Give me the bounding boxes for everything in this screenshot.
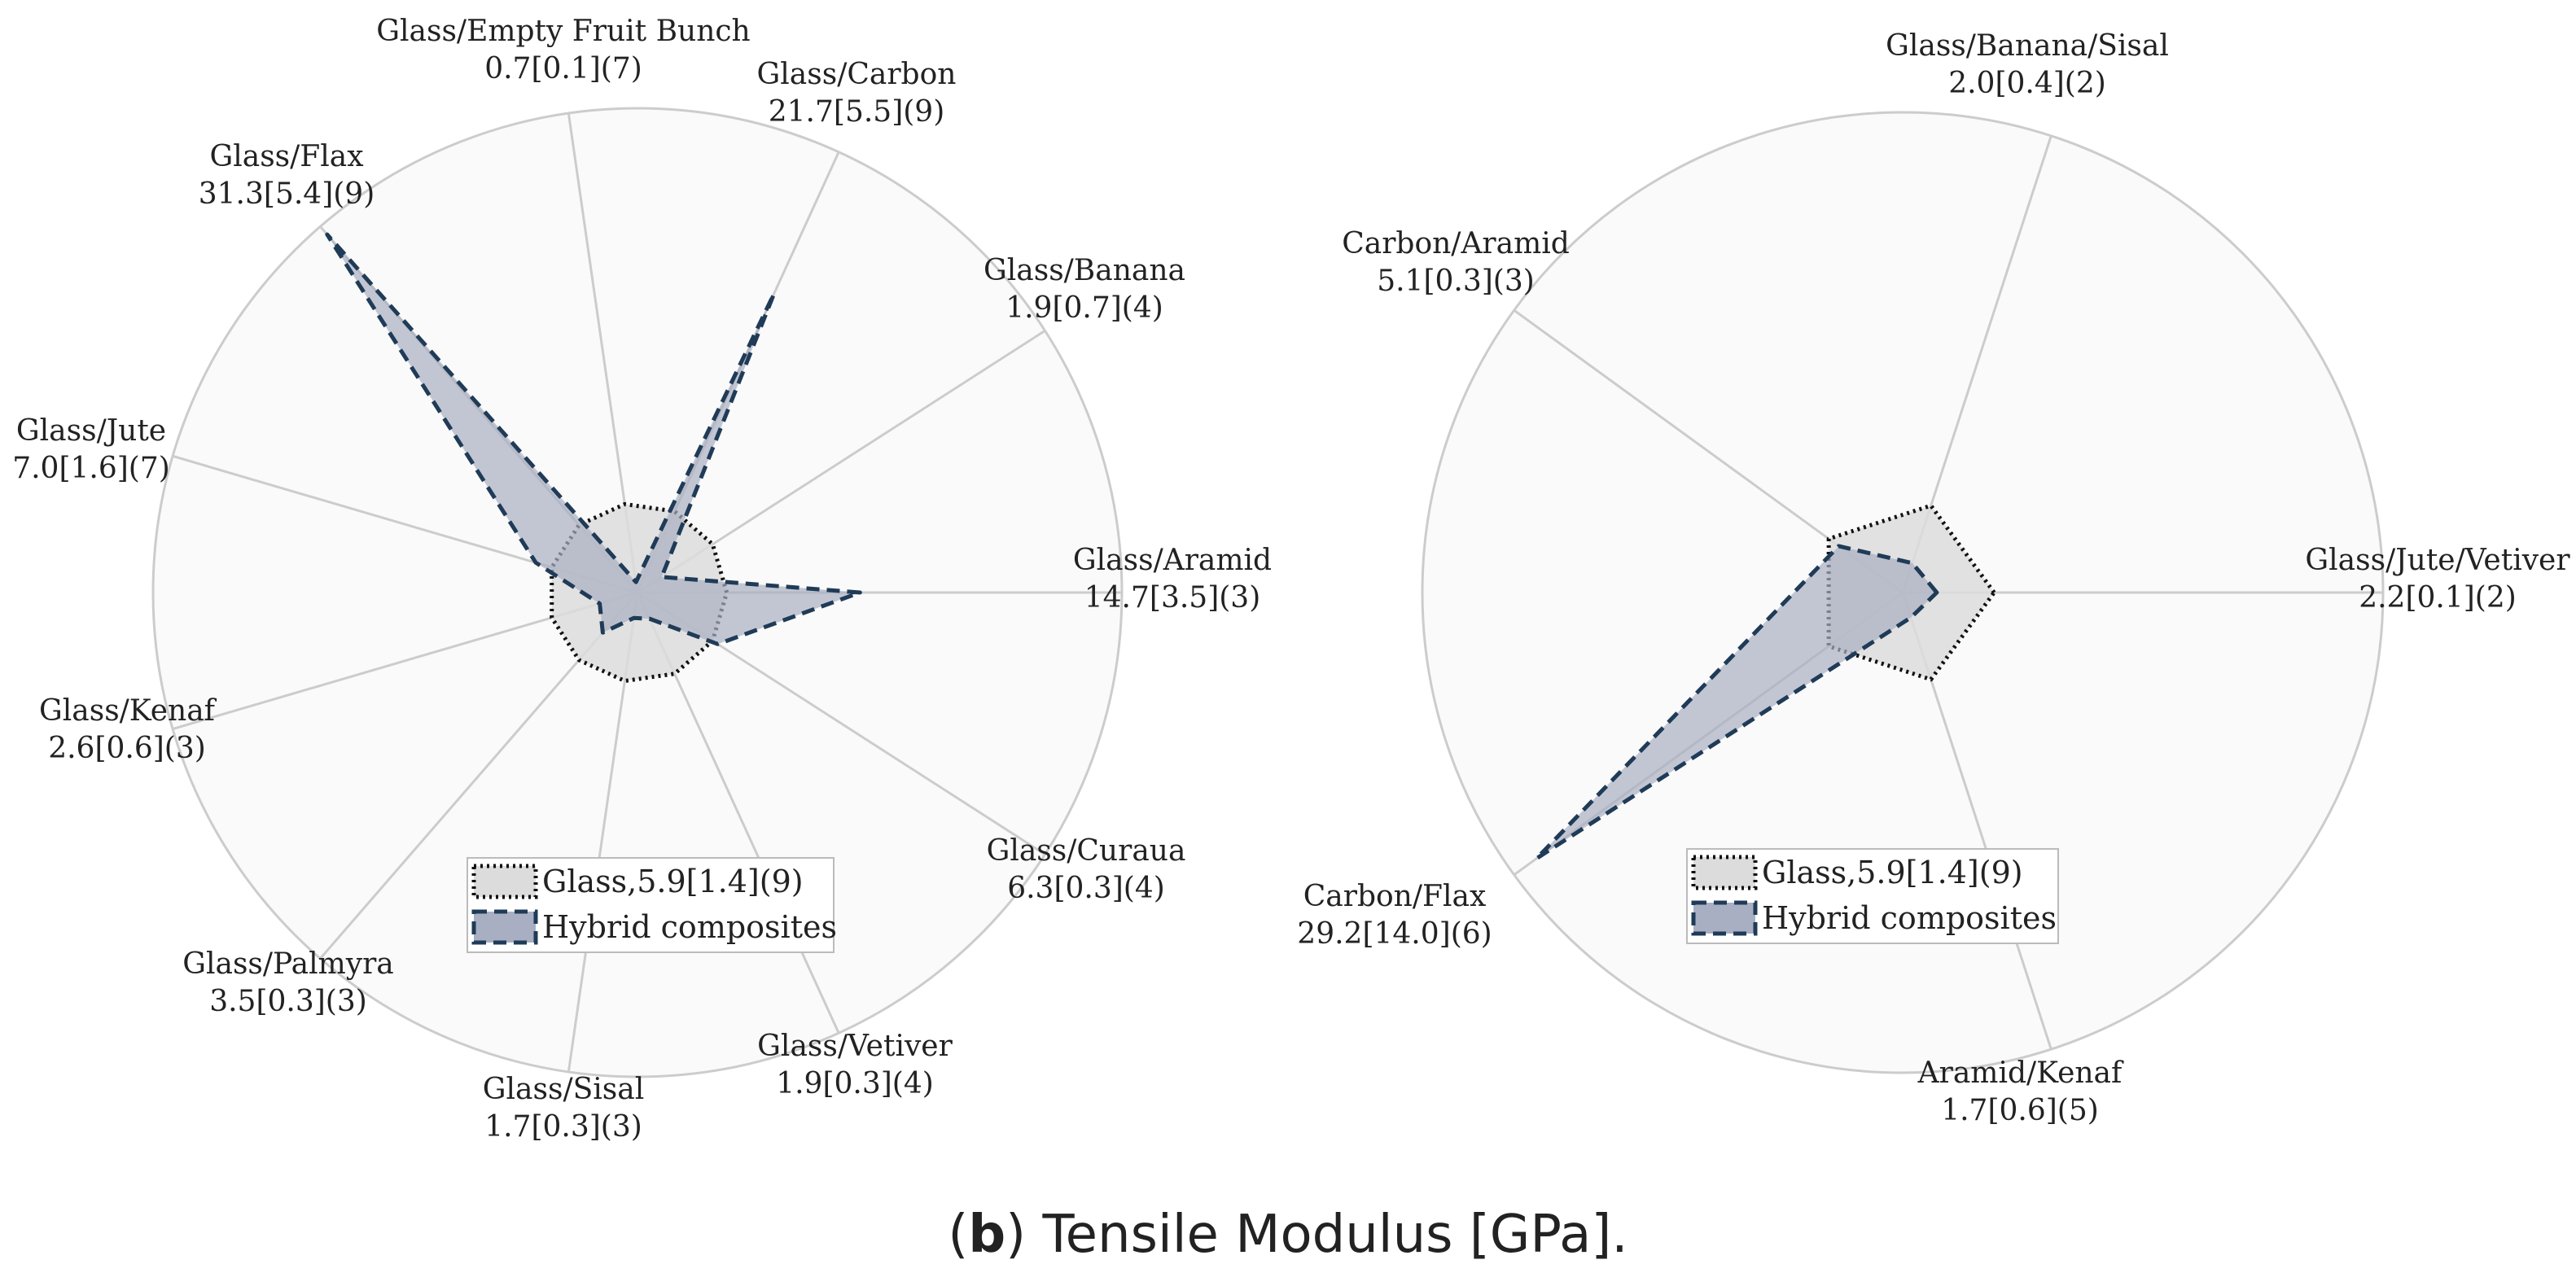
axis-label-stats: 1.9[0.3](4) bbox=[776, 1067, 934, 1100]
axis-label-stats: 3.5[0.3](3) bbox=[209, 985, 367, 1018]
axis-label: Glass/Carbon 21.7[5.5](9) bbox=[757, 58, 957, 129]
axis-label-stats: 21.7[5.5](9) bbox=[769, 95, 945, 129]
axis-label: Glass/Curaua 6.3[0.3](4) bbox=[987, 834, 1186, 905]
axis-label: Glass/Palmyra 3.5[0.3](3) bbox=[182, 947, 394, 1018]
axis-label-name: Glass/Aramid bbox=[1073, 544, 1272, 577]
legend-swatch-hybrid bbox=[471, 909, 538, 945]
legend-label-glass: Glass,5.9[1.4](9) bbox=[1762, 855, 2023, 890]
axis-label-stats: 1.7[0.6](5) bbox=[1941, 1094, 2099, 1127]
axis-label-name: Glass/Kenaf bbox=[39, 694, 217, 728]
series-hybrid-polygon bbox=[1534, 544, 1939, 861]
axis-label-stats: 5.1[0.3](3) bbox=[1377, 265, 1535, 298]
axis-label-stats: 31.3[5.4](9) bbox=[199, 177, 375, 211]
axis-label-name: Carbon/Flax bbox=[1303, 880, 1487, 913]
radar-chart-right: Glass/Jute/Vetiver 2.2[0.1](2) Glass/Banan… bbox=[1297, 29, 2570, 1127]
axis-label-name: Glass/Banana bbox=[984, 254, 1185, 287]
legend-swatch-glass bbox=[1691, 855, 1758, 890]
legend-label-hybrid: Hybrid composites bbox=[1762, 900, 2057, 936]
axis-label-name: Glass/Banana/Sisal bbox=[1886, 29, 2169, 63]
axis-label-stats: 1.7[0.3](3) bbox=[484, 1110, 642, 1144]
axis-label: Carbon/Aramid 5.1[0.3](3) bbox=[1342, 227, 1570, 298]
axis-label-name: Carbon/Aramid bbox=[1342, 227, 1570, 260]
axis-label: Glass/Aramid 14.7[3.5](3) bbox=[1073, 544, 1272, 615]
figure-caption: (b) Tensile Modulus [GPa]. bbox=[948, 1205, 1628, 1265]
axis-label: Glass/Banana 1.9[0.7](4) bbox=[984, 254, 1185, 325]
axis-label: Glass/Banana/Sisal 2.0[0.4](2) bbox=[1886, 29, 2169, 100]
axis-label-name: Glass/Palmyra bbox=[182, 947, 394, 981]
legend: Glass,5.9[1.4](9) Hybrid composites bbox=[1686, 848, 2059, 944]
axis-label-name: Glass/Flax bbox=[209, 140, 363, 173]
axis-label-stats: 0.7[0.1](7) bbox=[484, 52, 642, 85]
axis-label-stats: 7.0[1.6](7) bbox=[12, 452, 170, 485]
axis-label-name: Glass/Carbon bbox=[757, 58, 957, 91]
legend: Glass,5.9[1.4](9) Hybrid composites bbox=[467, 857, 837, 953]
series-hybrid-polygon bbox=[325, 232, 862, 646]
radar-chart-left: Glass/Aramid 14.7[3.5](3) Glass/Banana 1.9[… bbox=[12, 15, 1272, 1144]
axis-label-name: Glass/Jute bbox=[16, 414, 166, 448]
axis-label-stats: 29.2[14.0](6) bbox=[1297, 917, 1492, 951]
legend-swatch-glass bbox=[471, 864, 538, 899]
axis-label-stats: 1.9[0.7](4) bbox=[1005, 291, 1163, 325]
axis-label-name: Glass/Sisal bbox=[483, 1073, 644, 1106]
axis-label: Carbon/Flax 29.2[14.0](6) bbox=[1297, 880, 1492, 951]
axis-label-stats: 6.3[0.3](4) bbox=[1007, 872, 1165, 905]
axis-label: Glass/Jute/Vetiver 2.2[0.1](2) bbox=[2305, 544, 2570, 615]
axis-label: Aramid/Kenaf 1.7[0.6](5) bbox=[1917, 1056, 2124, 1127]
axis-label: Glass/Sisal 1.7[0.3](3) bbox=[483, 1073, 644, 1144]
axis-label-stats: 2.2[0.1](2) bbox=[2359, 581, 2517, 615]
axis-label: Glass/Flax 31.3[5.4](9) bbox=[199, 140, 375, 211]
axis-label: Glass/Empty Fruit Bunch 0.7[0.1](7) bbox=[376, 15, 751, 85]
axis-label-name: Glass/Vetiver bbox=[757, 1030, 953, 1063]
legend-label-glass: Glass,5.9[1.4](9) bbox=[542, 864, 804, 899]
legend-label-hybrid: Hybrid composites bbox=[542, 909, 837, 945]
axis-label-stats: 14.7[3.5](3) bbox=[1084, 581, 1261, 615]
axis-label-name: Aramid/Kenaf bbox=[1917, 1056, 2124, 1090]
legend-swatch-hybrid bbox=[1691, 900, 1758, 936]
axis-label: Glass/Kenaf 2.6[0.6](3) bbox=[39, 694, 217, 765]
axis-label: Glass/Vetiver 1.9[0.3](4) bbox=[757, 1030, 953, 1100]
axis-label-stats: 2.6[0.6](3) bbox=[48, 732, 206, 765]
axis-label-name: Glass/Curaua bbox=[987, 834, 1186, 868]
axis-label-stats: 2.0[0.4](2) bbox=[1948, 67, 2106, 100]
axis-label-name: Glass/Jute/Vetiver bbox=[2305, 544, 2570, 577]
axis-label: Glass/Jute 7.0[1.6](7) bbox=[12, 414, 170, 485]
axis-label-name: Glass/Empty Fruit Bunch bbox=[376, 15, 751, 48]
